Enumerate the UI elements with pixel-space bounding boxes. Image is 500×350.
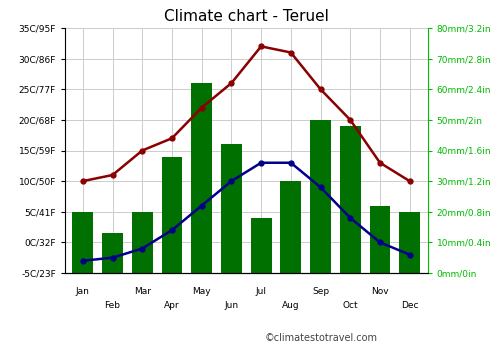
Bar bbox=[162, 157, 182, 273]
Bar bbox=[132, 212, 152, 273]
Bar bbox=[340, 126, 360, 273]
Text: Jul: Jul bbox=[256, 287, 266, 296]
Bar bbox=[102, 233, 123, 273]
Text: May: May bbox=[192, 287, 211, 296]
Text: Sep: Sep bbox=[312, 287, 329, 296]
Text: Nov: Nov bbox=[371, 287, 389, 296]
Bar bbox=[370, 206, 390, 273]
Text: Apr: Apr bbox=[164, 301, 180, 310]
Bar bbox=[250, 218, 272, 273]
Text: Aug: Aug bbox=[282, 301, 300, 310]
Bar bbox=[221, 144, 242, 273]
Text: Feb: Feb bbox=[104, 301, 120, 310]
Text: ©climatestotravel.com: ©climatestotravel.com bbox=[265, 333, 378, 343]
Bar bbox=[192, 83, 212, 273]
Text: Jan: Jan bbox=[76, 287, 90, 296]
Bar bbox=[72, 212, 93, 273]
Bar bbox=[400, 212, 420, 273]
Text: Jun: Jun bbox=[224, 301, 238, 310]
Title: Climate chart - Teruel: Climate chart - Teruel bbox=[164, 9, 328, 24]
Bar bbox=[280, 181, 301, 273]
Text: Oct: Oct bbox=[342, 301, 358, 310]
Bar bbox=[310, 120, 331, 273]
Text: Dec: Dec bbox=[401, 301, 418, 310]
Text: Mar: Mar bbox=[134, 287, 151, 296]
